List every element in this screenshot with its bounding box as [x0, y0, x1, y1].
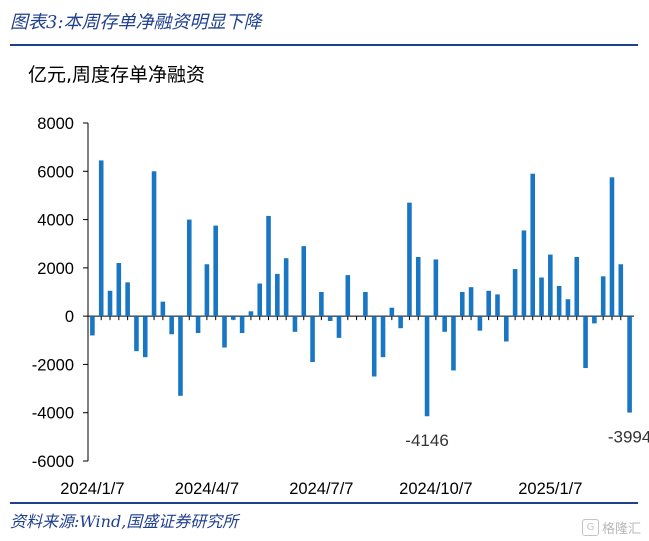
chart-title: 图表3:本周存单净融资明显下降 [10, 12, 262, 33]
bar [574, 256, 580, 317]
source-note: 资料来源:Wind,国盛证券研究所 [10, 512, 239, 531]
bar [90, 316, 95, 336]
bar [134, 316, 139, 352]
bar [292, 316, 298, 332]
bar [116, 263, 122, 317]
bar [468, 287, 474, 317]
bar [398, 316, 403, 329]
bar [407, 202, 412, 317]
bar [142, 316, 148, 358]
y-tick-label: -2000 [32, 356, 74, 374]
x-tick-label: 2025/1/7 [518, 480, 582, 498]
bar [239, 316, 245, 334]
bar [442, 316, 447, 332]
bar [556, 285, 562, 317]
y-tick-label: 4000 [37, 212, 74, 230]
bar [627, 316, 632, 413]
bar [451, 316, 456, 371]
y-axis-tick-labels: 8000 6000 4000 2000 0 -2000 -4000 -6000 [32, 115, 74, 471]
bar-chart: 8000 6000 4000 2000 0 -2000 -4000 -6000 2024/1/… [32, 115, 649, 498]
bar [521, 230, 527, 317]
watermark-logo-icon: G [581, 519, 599, 536]
bar [275, 273, 280, 317]
watermark-text: 格隆汇 [601, 522, 641, 537]
x-tick-label: 2024/1/7 [60, 480, 124, 498]
bar [609, 177, 615, 317]
bar [345, 275, 351, 317]
bar [389, 307, 395, 317]
x-tick-label: 2024/10/7 [399, 480, 472, 498]
bar [565, 299, 571, 317]
bar [363, 292, 368, 317]
bar [600, 276, 606, 317]
data-annotations: -4146 -3994 [405, 428, 649, 451]
bar [583, 316, 588, 369]
bar [257, 283, 263, 317]
y-tick-label: -6000 [32, 453, 74, 471]
bar [486, 290, 491, 317]
bar [530, 173, 536, 317]
bar [512, 269, 518, 317]
x-tick-label: 2024/4/7 [175, 480, 239, 498]
bar [222, 316, 227, 348]
bar [495, 294, 500, 317]
bar [477, 316, 483, 331]
bar [301, 246, 307, 317]
bar [310, 316, 315, 363]
data-label: -3994 [608, 428, 649, 447]
bar [186, 219, 192, 317]
bar [283, 258, 289, 317]
y-tick-label: 2000 [37, 260, 74, 278]
bar [160, 301, 166, 317]
watermark: G 格隆汇 [581, 518, 641, 537]
y-tick-label: 8000 [37, 115, 74, 133]
bar [504, 316, 509, 342]
bar [433, 259, 439, 317]
y-tick-label: -4000 [32, 405, 74, 423]
bar [98, 160, 104, 317]
data-label: -4146 [405, 431, 448, 450]
y-tick-label: 0 [65, 308, 74, 326]
footer-divider [10, 502, 638, 504]
bar [169, 316, 174, 335]
bar [618, 264, 624, 317]
x-tick-label: 2024/7/7 [289, 480, 353, 498]
bar [459, 292, 465, 317]
header-divider [10, 44, 638, 46]
bar [195, 316, 201, 334]
bar [151, 171, 157, 317]
bar [424, 316, 430, 417]
bar [336, 316, 342, 338]
bar [266, 215, 271, 317]
bar [178, 316, 183, 396]
bar [415, 256, 421, 317]
bar [380, 316, 386, 358]
bar-series [90, 160, 632, 417]
bar [125, 282, 130, 317]
x-axis-tick-labels: 2024/1/7 2024/4/7 2024/7/7 2024/10/7 2025/1/… [60, 480, 582, 498]
bar [107, 290, 113, 317]
bar [213, 225, 218, 317]
bar [371, 316, 377, 377]
y-tick-label: 6000 [37, 163, 74, 181]
bar [319, 292, 324, 317]
bar [592, 316, 597, 324]
unit-label: 亿元,周度存单净融资 [28, 64, 206, 86]
bar [204, 264, 210, 317]
bar [539, 277, 544, 317]
bar [248, 311, 254, 317]
bar [231, 316, 236, 320]
bar [548, 254, 553, 317]
bar [327, 316, 333, 321]
